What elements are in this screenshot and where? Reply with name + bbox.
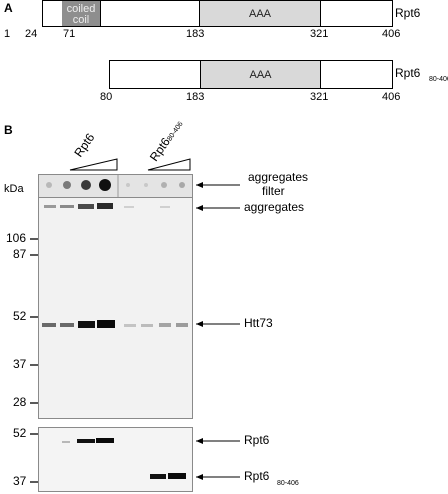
coiled-coil-label-1: coiled [66,3,96,15]
main-blot [38,197,193,419]
htt73-band-2 [60,323,74,327]
aaa-domain-trunc: AAA [200,61,321,88]
wedge-rpt6-trunc [147,158,191,171]
tick-71: 71 [63,28,76,40]
rpt6-trunc-domain-bar: AAA [109,60,393,89]
label-htt73: Htt73 [244,316,273,330]
aaa-domain: AAA [199,1,321,26]
rpt6-band-2 [77,439,95,443]
label-aggregates-filter-1: aggregates [248,170,309,184]
marker-lower-52: 52 [13,426,27,440]
htt73-band-7 [159,323,171,327]
panel-a-label: A [4,1,13,15]
arrowhead-rpt6-trunc [196,474,203,480]
tick-24: 24 [25,28,38,40]
arrowhead-htt73 [196,321,203,327]
htt73-band-1 [42,323,56,327]
marker-87: 87 [13,247,27,261]
filter-dot-1 [46,182,52,188]
agg-band-2 [60,205,74,208]
filter-dot-3 [81,180,91,190]
filter-dot-5 [126,183,130,187]
rpt6-domain-bar: coiled coil AAA [42,0,393,27]
marker-37: 37 [13,357,27,371]
label-rpt6-trunc-name: Rpt6 [244,469,270,483]
tick-406: 406 [382,28,401,40]
htt73-band-3 [78,321,95,328]
filter-dot-4 [99,179,111,191]
coiled-coil-domain: coiled coil [62,1,101,26]
agg-band-3 [78,204,94,209]
arrowhead-filter [196,182,203,188]
label-rpt6-trunc-sub: 80-406 [277,480,299,487]
label-rpt6: Rpt6 [244,433,270,447]
rpt6-blot [38,427,193,492]
rpt6-trunc-band-1 [150,474,166,479]
kda-label: kDa [4,183,24,195]
htt73-band-5 [124,324,136,327]
htt73-band-8 [176,323,188,327]
tick-1: 1 [4,28,11,40]
tick-183: 183 [186,28,205,40]
aaa-label-trunc: AAA [249,69,272,81]
arrowhead-rpt6 [196,438,203,444]
panel-b-label: B [4,123,13,137]
coiled-coil-label-2: coil [72,14,90,26]
aaa-label: AAA [248,8,271,20]
filter-dot-6 [144,183,148,187]
rpt6-band-1 [62,441,70,443]
rpt6-band-3 [96,438,114,443]
rpt6-trunc-bar-sub: 80-406 [429,76,448,83]
agg-band-6 [160,206,170,208]
tick-183-trunc: 183 [186,91,205,103]
tick-321: 321 [310,28,329,40]
arrowhead-aggregates [196,205,203,211]
agg-band-5 [124,206,134,208]
agg-band-4 [97,203,113,209]
tick-406-trunc: 406 [382,91,401,103]
htt73-band-4 [97,320,115,328]
label-aggregates: aggregates [244,200,305,214]
label-aggregates-filter-2: filter [262,184,285,198]
marker-106: 106 [6,231,27,245]
marker-28: 28 [13,395,27,409]
marker-lower-37: 37 [13,474,27,488]
filter-dot-7 [161,182,167,188]
marker-52: 52 [13,309,27,323]
rpt6-trunc-band-2 [168,473,186,479]
filter-dot-2 [63,181,71,189]
agg-band-1 [44,205,56,208]
htt73-band-6 [141,324,153,327]
tick-80: 80 [100,91,113,103]
tick-321-trunc: 321 [310,91,329,103]
rpt6-bar-name: Rpt6 [395,6,421,20]
wedge-rpt6 [69,158,118,171]
rpt6-trunc-bar-name: Rpt6 [395,66,421,80]
filter-dot-8 [179,182,185,188]
